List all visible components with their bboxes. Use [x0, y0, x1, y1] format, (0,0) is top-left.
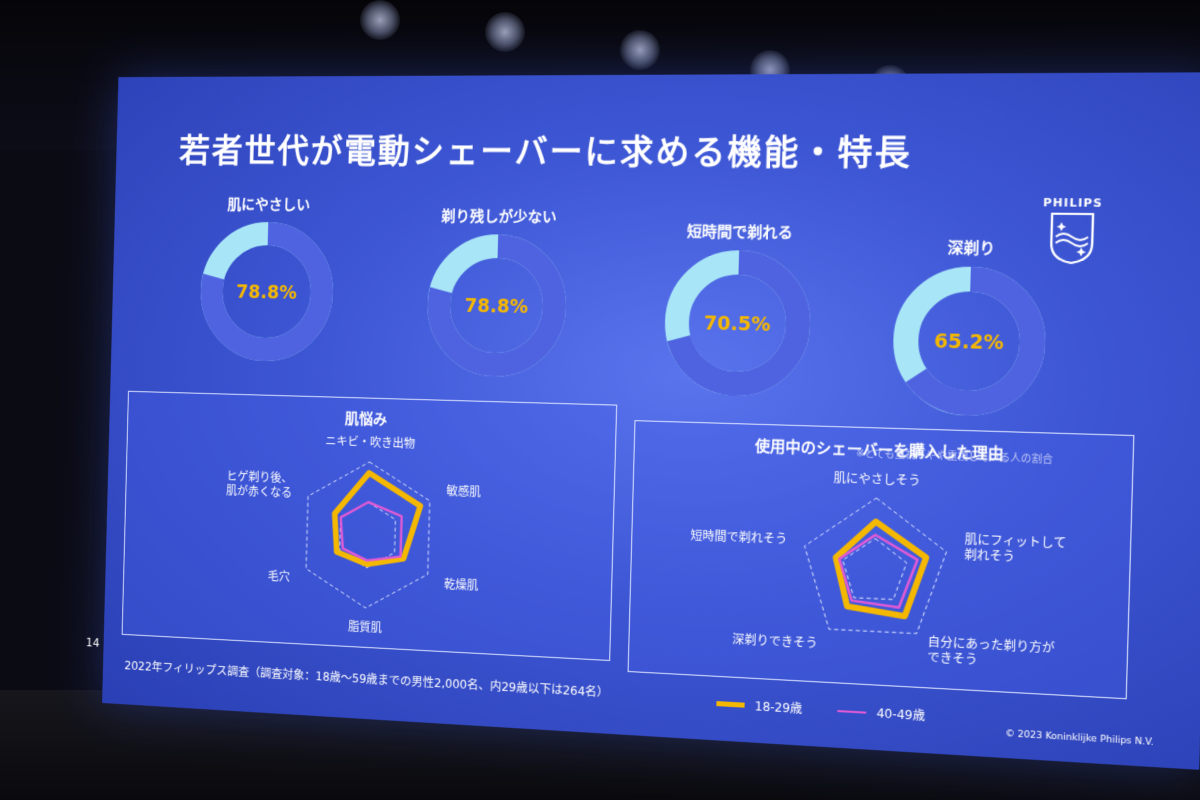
donut-value-label: 78.8% [236, 282, 297, 304]
survey-source: 2022年フィリップス調査（調査対象：18歳〜59歳までの男性2,000名、内2… [124, 658, 609, 700]
stage-light [620, 30, 660, 70]
radar-axis-label: 肌にやさしそう [833, 471, 920, 489]
donut-label: 剃り残しが少ない [441, 207, 557, 227]
donut-value-label: 78.8% [464, 295, 528, 318]
radar-series-18-29歳 [333, 472, 421, 567]
radar-axis-label: ニキビ・吹き出物 [325, 434, 416, 451]
radar-axis-label: 敏感肌 [446, 484, 481, 500]
projection-screen: 若者世代が電動シェーバーに求める機能・特長 PHILIPS 肌にやさしい 78.… [86, 72, 1200, 770]
donut-chart-4: 深剃り 65.2% [878, 236, 1062, 421]
radar-axis-label: 自分にあった剃り方ができそう [927, 634, 1055, 671]
copyright: © 2023 Koninklijke Philips N.V. [1005, 728, 1154, 749]
radar-axis-label: 毛穴 [268, 569, 291, 584]
stage-light [485, 12, 525, 52]
slide-number: 14 [85, 635, 100, 650]
radar-axis-label: 肌にフィットして剃れそう [964, 532, 1066, 567]
slide-title: 若者世代が電動シェーバーに求める機能・特長 [178, 132, 913, 175]
donut-label: 肌にやさしい [227, 195, 311, 214]
donut-chart-3: 短時間で剃れる 70.5% [650, 220, 826, 401]
legend-swatch [716, 701, 745, 708]
legend-label: 18-29歳 [754, 699, 803, 717]
radar-panel-purchase-reasons: 使用中のシェーバーを購入した理由 肌にやさしそう 肌にフィットして剃れそう 自分にあ… [627, 420, 1135, 700]
radar-series-40-49歳 [340, 501, 402, 562]
donut-value-label: 70.5% [704, 313, 771, 336]
radar-axis-label: ヒゲ剃り後、肌が赤くなる [226, 470, 293, 501]
radar-axis-label: 脂質肌 [348, 619, 382, 635]
logo-text: PHILIPS [1042, 195, 1103, 210]
donut-label: 短時間で剃れる [686, 222, 794, 242]
radar-axis-label: 乾燥肌 [444, 578, 479, 594]
legend-label: 40-49歳 [876, 706, 926, 724]
radar-panel-skin-concerns: 肌悩み ニキビ・吹き出物 敏感肌 乾燥肌 脂質肌 毛穴 ヒゲ剃り後、肌が赤くなる [121, 390, 618, 662]
legend-item: 40-49歳 [837, 702, 926, 724]
radar-axis-label: 深剃りできそう [732, 632, 818, 651]
radar-axis-label: 短時間で剃れそう [690, 528, 787, 547]
legend: 18-29歳 40-49歳 [716, 695, 961, 726]
legend-item: 18-29歳 [716, 695, 803, 717]
donut-chart-1: 肌にやさしい 78.8% [187, 194, 348, 366]
donut-value-label: 65.2% [934, 331, 1004, 355]
stage-light [360, 0, 400, 40]
donut-chart-2: 剃り残しが少ない 78.8% [413, 205, 581, 382]
donut-label: 深剃り [947, 238, 996, 258]
legend-swatch [837, 709, 867, 714]
